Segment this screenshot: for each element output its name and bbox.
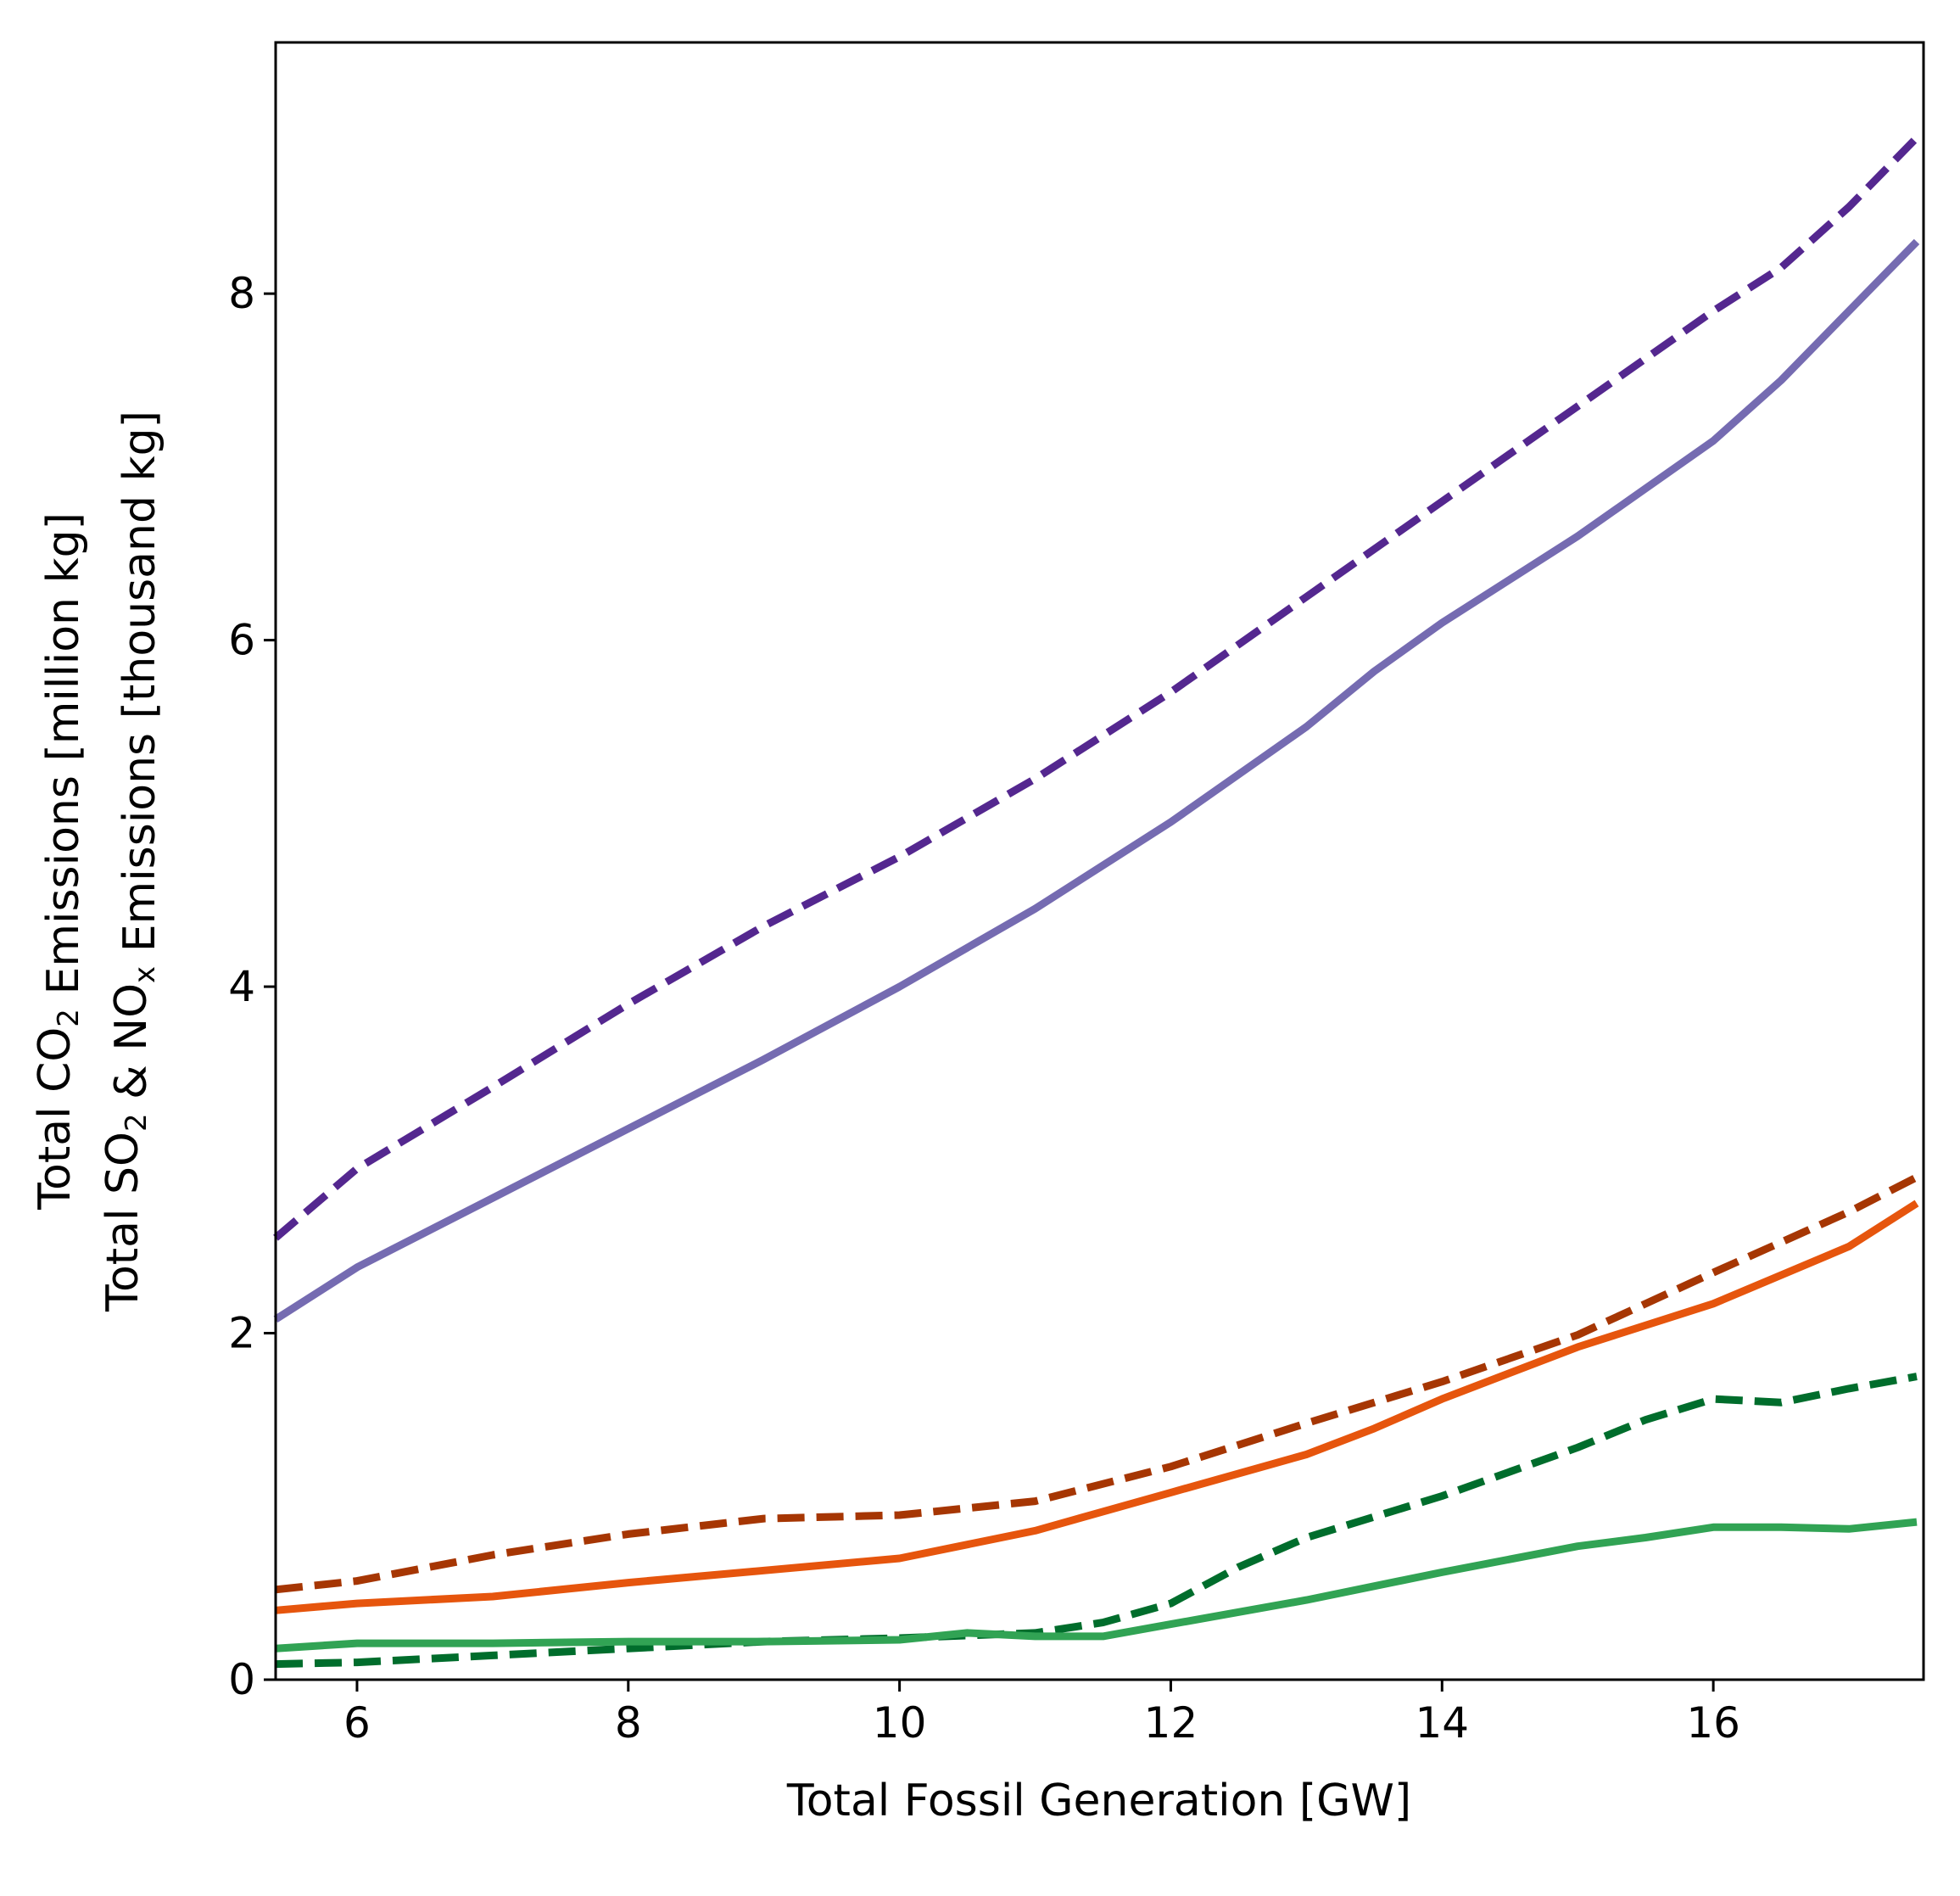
y-tick-label: 8 <box>228 269 255 318</box>
y-axis-ticks: 0 2 4 6 8 <box>228 269 276 1704</box>
plot-frame <box>274 41 1925 1681</box>
y-tick-label: 6 <box>228 616 255 665</box>
x-tick-label: 10 <box>873 1698 927 1748</box>
series-line-3 <box>275 1173 1919 1594</box>
y-tick-label: 0 <box>228 1655 255 1704</box>
y-tick-label: 4 <box>228 962 255 1011</box>
y-axis-label-line-1: Total CO2 Emissions [million kg] <box>30 512 89 1211</box>
series-line-4 <box>275 1200 1919 1614</box>
x-axis-label: Total Fossil Generation [GW] <box>786 1776 1411 1826</box>
series-line-5 <box>275 1373 1918 1669</box>
x-tick-label: 14 <box>1415 1698 1469 1748</box>
series-line-2 <box>273 238 1920 1323</box>
x-tick-label: 8 <box>615 1698 642 1748</box>
series-layer <box>273 135 1920 1669</box>
y-axis-label-line-2: Total SO2 & NOx Emissions [thousand kg] <box>98 411 165 1312</box>
x-tick-label: 12 <box>1144 1698 1198 1748</box>
y-tick-label: 2 <box>228 1309 255 1358</box>
x-tick-label: 6 <box>343 1698 371 1748</box>
y-axis-label: Total CO2 Emissions [million kg]Total SO… <box>30 411 165 1312</box>
series-line-6 <box>275 1518 1918 1653</box>
series-line-1 <box>273 135 1920 1241</box>
x-tick-label: 16 <box>1686 1698 1740 1748</box>
x-axis-ticks: 6 8 10 12 14 16 <box>343 1680 1740 1748</box>
